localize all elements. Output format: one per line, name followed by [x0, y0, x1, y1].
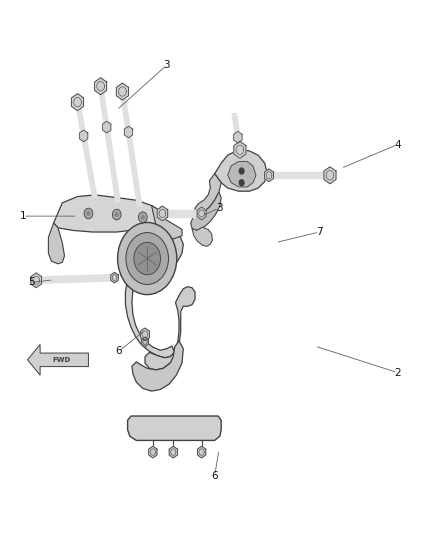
Polygon shape: [324, 167, 336, 184]
Polygon shape: [124, 126, 133, 138]
Circle shape: [86, 211, 91, 216]
Polygon shape: [75, 102, 97, 199]
Polygon shape: [232, 114, 242, 150]
Polygon shape: [53, 195, 162, 232]
Polygon shape: [48, 223, 64, 264]
Polygon shape: [234, 132, 242, 143]
Polygon shape: [95, 78, 106, 95]
Polygon shape: [99, 86, 120, 204]
Polygon shape: [28, 344, 88, 375]
Polygon shape: [265, 169, 274, 182]
Circle shape: [113, 209, 121, 220]
Polygon shape: [141, 328, 149, 341]
Polygon shape: [215, 150, 267, 191]
Polygon shape: [141, 337, 148, 346]
Polygon shape: [145, 230, 184, 266]
Polygon shape: [148, 446, 157, 458]
Polygon shape: [117, 83, 128, 100]
Polygon shape: [152, 206, 182, 239]
Circle shape: [141, 215, 145, 220]
Polygon shape: [228, 161, 256, 187]
Text: 6: 6: [116, 346, 122, 357]
Text: 6: 6: [212, 471, 218, 481]
Text: 7: 7: [316, 227, 322, 237]
Circle shape: [117, 222, 177, 295]
Circle shape: [126, 232, 169, 285]
Polygon shape: [192, 227, 212, 246]
Polygon shape: [127, 416, 221, 440]
Circle shape: [239, 167, 245, 175]
Polygon shape: [267, 172, 328, 179]
Polygon shape: [120, 91, 142, 207]
Text: FWD: FWD: [52, 357, 70, 363]
Polygon shape: [198, 446, 206, 458]
Polygon shape: [195, 174, 221, 215]
Polygon shape: [162, 210, 201, 217]
Circle shape: [84, 208, 93, 219]
Polygon shape: [197, 207, 206, 220]
Polygon shape: [80, 130, 88, 142]
Polygon shape: [157, 206, 168, 221]
Polygon shape: [71, 94, 84, 111]
Polygon shape: [31, 273, 42, 288]
Polygon shape: [191, 192, 221, 230]
Circle shape: [115, 212, 119, 217]
Circle shape: [138, 212, 147, 222]
Polygon shape: [169, 446, 177, 458]
Text: 1: 1: [20, 211, 26, 221]
Polygon shape: [111, 272, 118, 283]
Polygon shape: [234, 141, 246, 158]
Polygon shape: [36, 274, 115, 284]
Circle shape: [134, 243, 160, 275]
Polygon shape: [102, 121, 111, 133]
Circle shape: [239, 179, 245, 187]
Text: 3: 3: [163, 60, 170, 70]
Polygon shape: [125, 257, 175, 358]
Polygon shape: [145, 287, 195, 370]
Text: 2: 2: [394, 368, 401, 377]
Polygon shape: [132, 341, 184, 391]
Text: 5: 5: [28, 277, 35, 287]
Text: 3: 3: [215, 203, 223, 213]
Text: 4: 4: [394, 140, 401, 150]
